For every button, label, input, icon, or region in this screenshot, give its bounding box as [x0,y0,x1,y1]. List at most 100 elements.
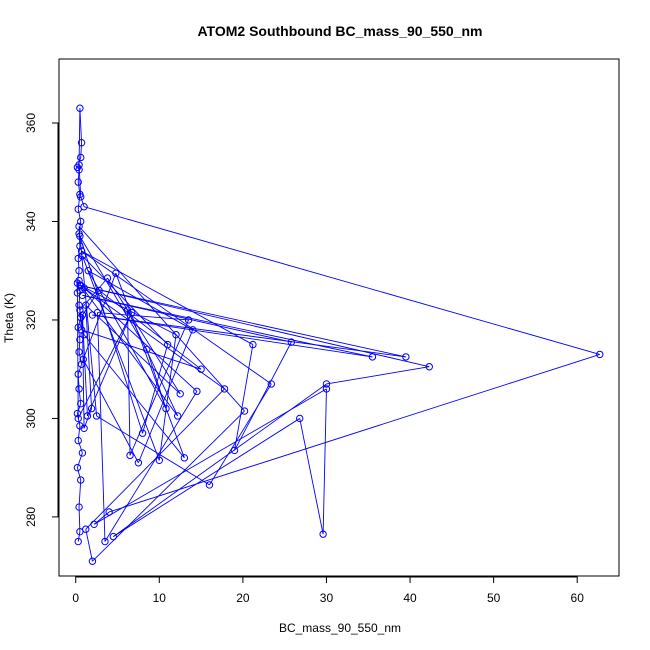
series-segment [113,418,300,537]
data-point [425,363,433,371]
data-point [73,289,82,297]
x-tick-label: 0 [72,591,79,605]
data-point [77,193,85,201]
series-segment [98,290,202,370]
data-point [184,316,193,324]
data-point [402,353,410,361]
series-segment [92,410,245,562]
y-axis-label: Theta (K) [2,293,16,343]
data-point [322,380,331,388]
series-segment [78,479,82,508]
series-segment [81,250,254,345]
series-segment [82,273,117,360]
y-tick-label: 340 [24,211,38,231]
series-segment [299,418,324,535]
y-tick-label: 360 [24,113,38,133]
data-point [296,414,304,423]
data-point [143,345,151,354]
series-segment [113,383,327,537]
data-point [163,340,172,349]
series-segment [79,236,148,350]
data-point [77,139,86,147]
series-segment [81,250,272,385]
data-point [128,308,136,317]
data-point [80,424,88,432]
data-point [193,387,201,396]
series-segment [80,290,100,318]
series-segment [92,314,373,358]
series-segment [78,339,81,352]
series-segment [78,226,245,412]
data-point [322,385,331,393]
data-point [90,520,98,528]
data-point [249,340,257,349]
data-point [82,301,90,309]
series-segment [83,334,185,459]
data-point [73,409,82,418]
chart-title: ATOM2 Southbound BC_mass_90_550_nm [197,23,482,39]
data-point [93,308,102,317]
data-point [74,254,82,263]
data-point [77,476,85,484]
series-segment [92,314,406,358]
series-segment [77,182,81,195]
series-segment [79,277,108,311]
data-point [205,481,214,489]
series-segment [104,391,198,542]
x-tick-label: 30 [320,591,334,605]
data-point [126,451,134,460]
data-point [230,446,239,455]
series-segment [85,305,93,409]
data-point [74,436,82,445]
data-point [77,217,85,226]
series-segment [78,233,81,247]
series-segment [79,236,144,434]
data-point [173,412,182,420]
y-tick-label: 320 [24,310,38,330]
y-tick-label: 280 [24,507,38,527]
series-layer [73,104,604,565]
series-segment [158,334,177,461]
x-tick-label: 10 [153,591,167,605]
series-segment [78,507,81,532]
data-point [267,380,275,388]
data-point [197,365,205,373]
x-axis-label: BC_mass_90_550_nm [279,621,401,635]
data-point [220,385,229,393]
series-segment [127,310,131,456]
series-segment [96,415,210,486]
x-tick-label: 20 [236,591,250,605]
series-segment [77,425,81,441]
data-point [240,407,249,415]
data-point [134,459,143,467]
data-point [78,311,87,319]
series-segment [79,285,406,358]
series-segment [96,312,106,542]
data-point [75,161,83,169]
series-segment [81,255,160,461]
y-tick-label: 300 [24,408,38,428]
series-segment [78,388,82,404]
data-point [176,390,184,398]
series-segment [77,209,82,222]
series-segment [77,364,82,375]
data-point [75,222,83,231]
series-segment [77,531,81,542]
series-segment [77,169,80,183]
data-point [74,178,82,186]
data-point [73,463,82,472]
data-point [83,412,92,420]
series-segment [77,440,83,454]
x-tick-label: 40 [403,591,417,605]
series-segment [80,196,85,207]
data-point [87,404,96,413]
data-point [109,532,118,541]
data-point [77,153,85,162]
series-segment [326,366,430,385]
series-segment [87,270,167,409]
series-segment [85,529,93,562]
data-point [76,242,84,250]
data-point [77,247,86,255]
data-point [92,412,101,420]
data-point [80,203,88,211]
